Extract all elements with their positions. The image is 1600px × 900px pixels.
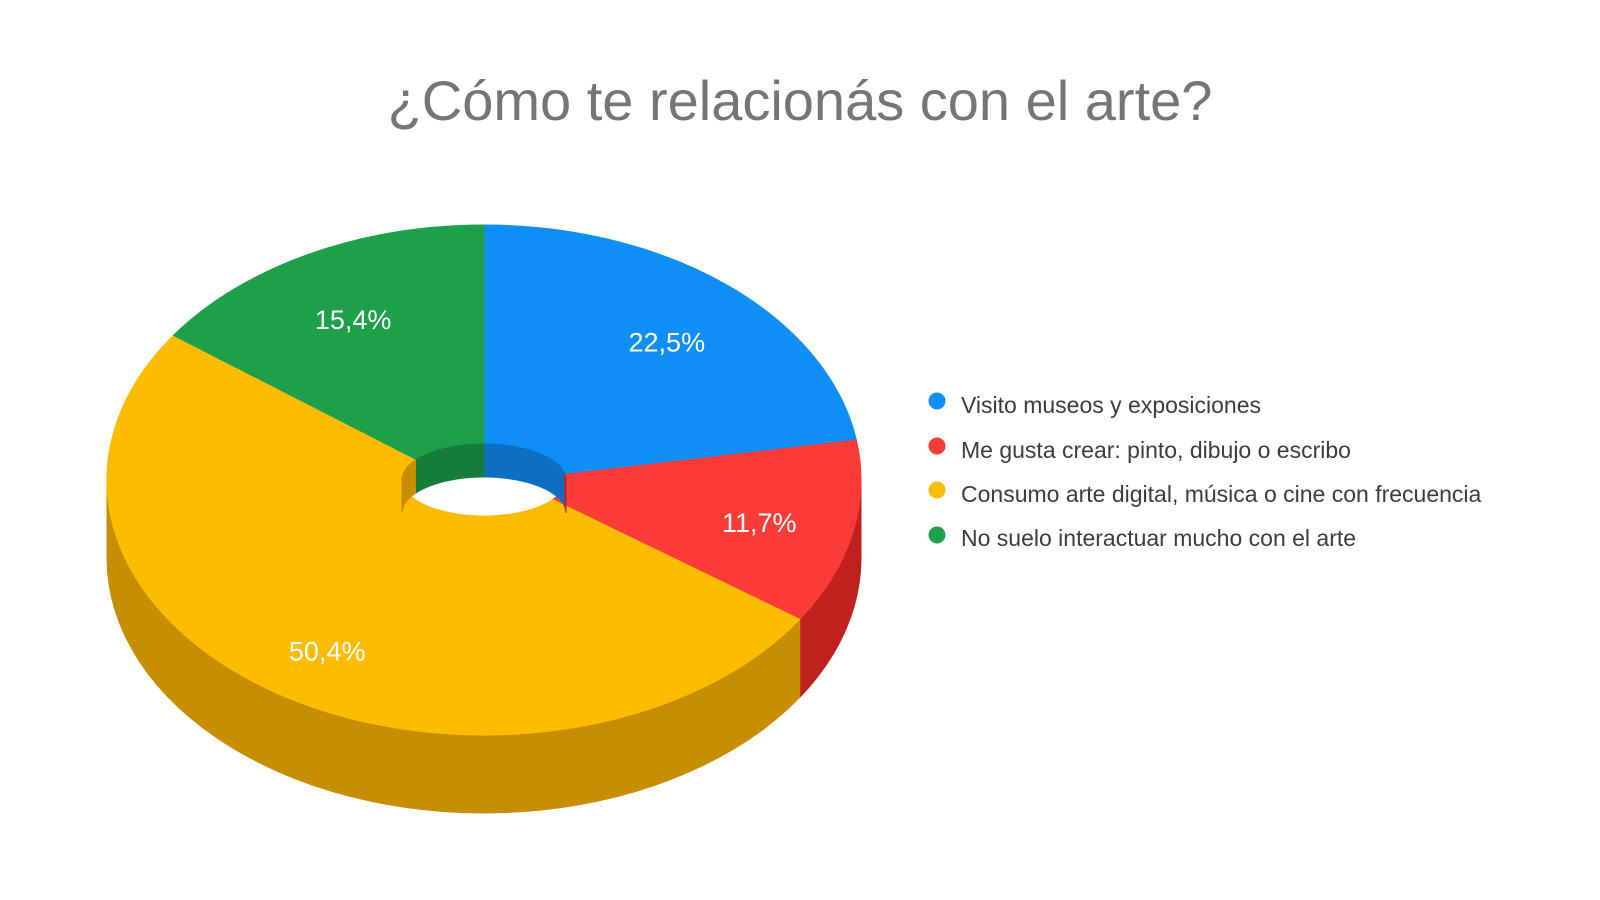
svg-text:22,5%: 22,5% <box>629 328 706 358</box>
svg-text:15,4%: 15,4% <box>315 305 392 335</box>
svg-text:11,7%: 11,7% <box>722 508 797 538</box>
svg-text:50,4%: 50,4% <box>289 637 366 667</box>
